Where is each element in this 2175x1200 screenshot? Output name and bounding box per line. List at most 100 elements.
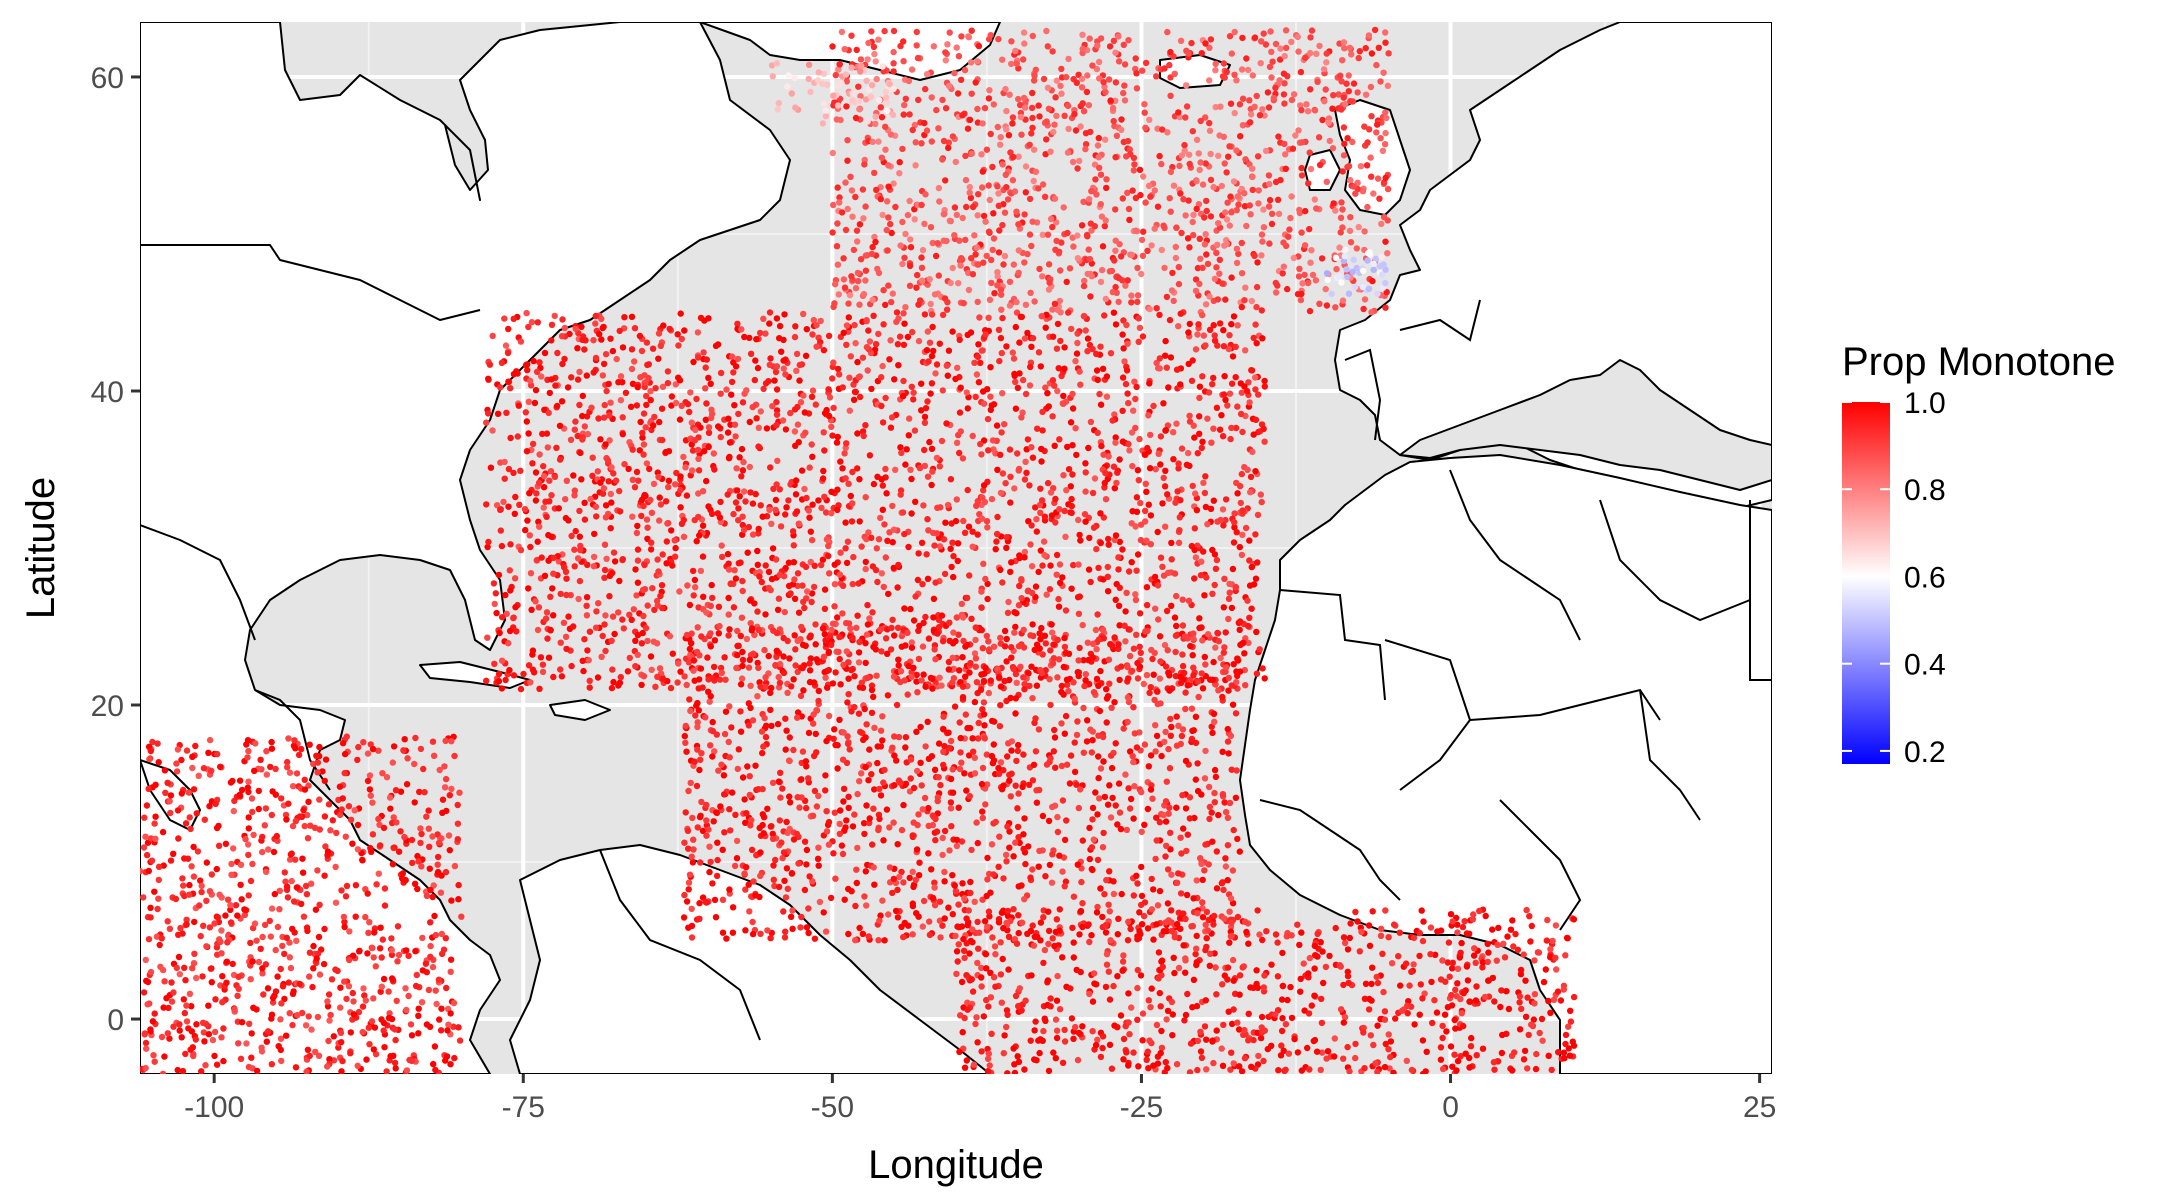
data-point: [842, 545, 849, 552]
data-point: [1130, 154, 1138, 162]
data-point: [1338, 106, 1345, 113]
data-point: [1280, 239, 1287, 246]
data-point: [650, 480, 658, 488]
data-point: [1221, 799, 1228, 806]
data-point: [1225, 153, 1232, 160]
data-point: [829, 620, 837, 627]
data-point: [1308, 27, 1316, 34]
data-point: [931, 766, 939, 773]
data-point: [884, 692, 892, 699]
data-point: [1123, 321, 1130, 329]
data-point: [940, 536, 948, 543]
data-point: [1011, 629, 1018, 636]
data-point: [1037, 363, 1045, 370]
data-point: [1196, 383, 1204, 390]
data-point: [935, 774, 942, 781]
data-point: [890, 68, 897, 75]
data-point: [1074, 330, 1081, 337]
data-point: [1346, 44, 1354, 51]
data-point: [940, 713, 947, 720]
data-point: [1297, 296, 1305, 304]
data-point: [1258, 307, 1266, 314]
data-point: [1246, 537, 1253, 544]
data-point: [864, 56, 871, 63]
data-point: [1112, 154, 1119, 161]
data-point: [1361, 296, 1369, 303]
data-point: [1075, 516, 1082, 524]
data-point: [918, 277, 926, 284]
data-point: [1014, 805, 1021, 812]
data-point: [1253, 340, 1260, 347]
data-point: [915, 301, 922, 308]
data-point: [909, 868, 916, 875]
data-point: [691, 437, 699, 444]
data-point: [1216, 270, 1223, 277]
data-point: [1012, 839, 1019, 846]
data-point: [909, 328, 916, 336]
data-point: [921, 413, 929, 421]
data-point: [772, 496, 780, 504]
data-point: [1158, 752, 1165, 760]
data-point: [1211, 275, 1219, 282]
data-point: [771, 377, 778, 384]
data-point: [1060, 472, 1067, 479]
data-point: [802, 758, 810, 765]
data-point: [847, 625, 854, 632]
data-point: [1195, 321, 1202, 328]
data-point: [616, 327, 623, 335]
data-point: [1003, 343, 1010, 350]
data-point: [922, 85, 929, 93]
data-point: [975, 341, 982, 348]
data-point: [1020, 831, 1027, 838]
data-point: [1029, 695, 1036, 702]
data-point: [664, 379, 672, 387]
data-point: [1090, 524, 1098, 531]
data-point: [1068, 325, 1075, 333]
data-point: [968, 846, 975, 854]
data-point: [1190, 895, 1197, 902]
data-point: [1237, 380, 1245, 387]
data-point: [1237, 410, 1245, 418]
data-point: [1051, 121, 1058, 128]
data-point: [882, 465, 889, 473]
data-point: [777, 523, 785, 530]
data-point: [1109, 104, 1117, 112]
data-point: [930, 43, 937, 50]
data-point: [677, 473, 684, 480]
data-point: [760, 315, 767, 322]
algeria-border: [1449, 469, 1581, 641]
data-point: [1061, 344, 1068, 351]
data-point: [1090, 689, 1098, 696]
data-point: [1104, 801, 1112, 808]
data-point: [1015, 153, 1022, 160]
data-point: [1338, 199, 1345, 206]
data-point: [877, 195, 884, 203]
data-point: [1014, 384, 1022, 392]
data-point: [986, 196, 993, 204]
data-point: [1048, 512, 1056, 519]
data-point: [1065, 125, 1072, 133]
data-point: [953, 842, 961, 850]
data-point: [1207, 676, 1214, 683]
data-point: [1050, 748, 1058, 755]
data-point: [944, 299, 951, 306]
data-point: [1261, 377, 1268, 385]
data-point: [1033, 787, 1040, 794]
data-point: [906, 415, 913, 422]
data-point: [1021, 259, 1028, 266]
data-point: [772, 556, 780, 563]
data-point: [1114, 821, 1121, 828]
data-point: [1232, 710, 1240, 717]
data-point: [861, 893, 868, 900]
data-point: [806, 667, 814, 674]
data-point: [793, 367, 800, 374]
data-point: [857, 56, 865, 63]
data-point: [1183, 847, 1190, 855]
data-point: [1233, 767, 1240, 774]
data-point: [544, 444, 551, 451]
data-point: [1186, 794, 1194, 801]
data-point: [1340, 152, 1348, 159]
data-point: [952, 932, 959, 940]
data-point: [1045, 261, 1053, 268]
data-point: [1030, 177, 1037, 185]
